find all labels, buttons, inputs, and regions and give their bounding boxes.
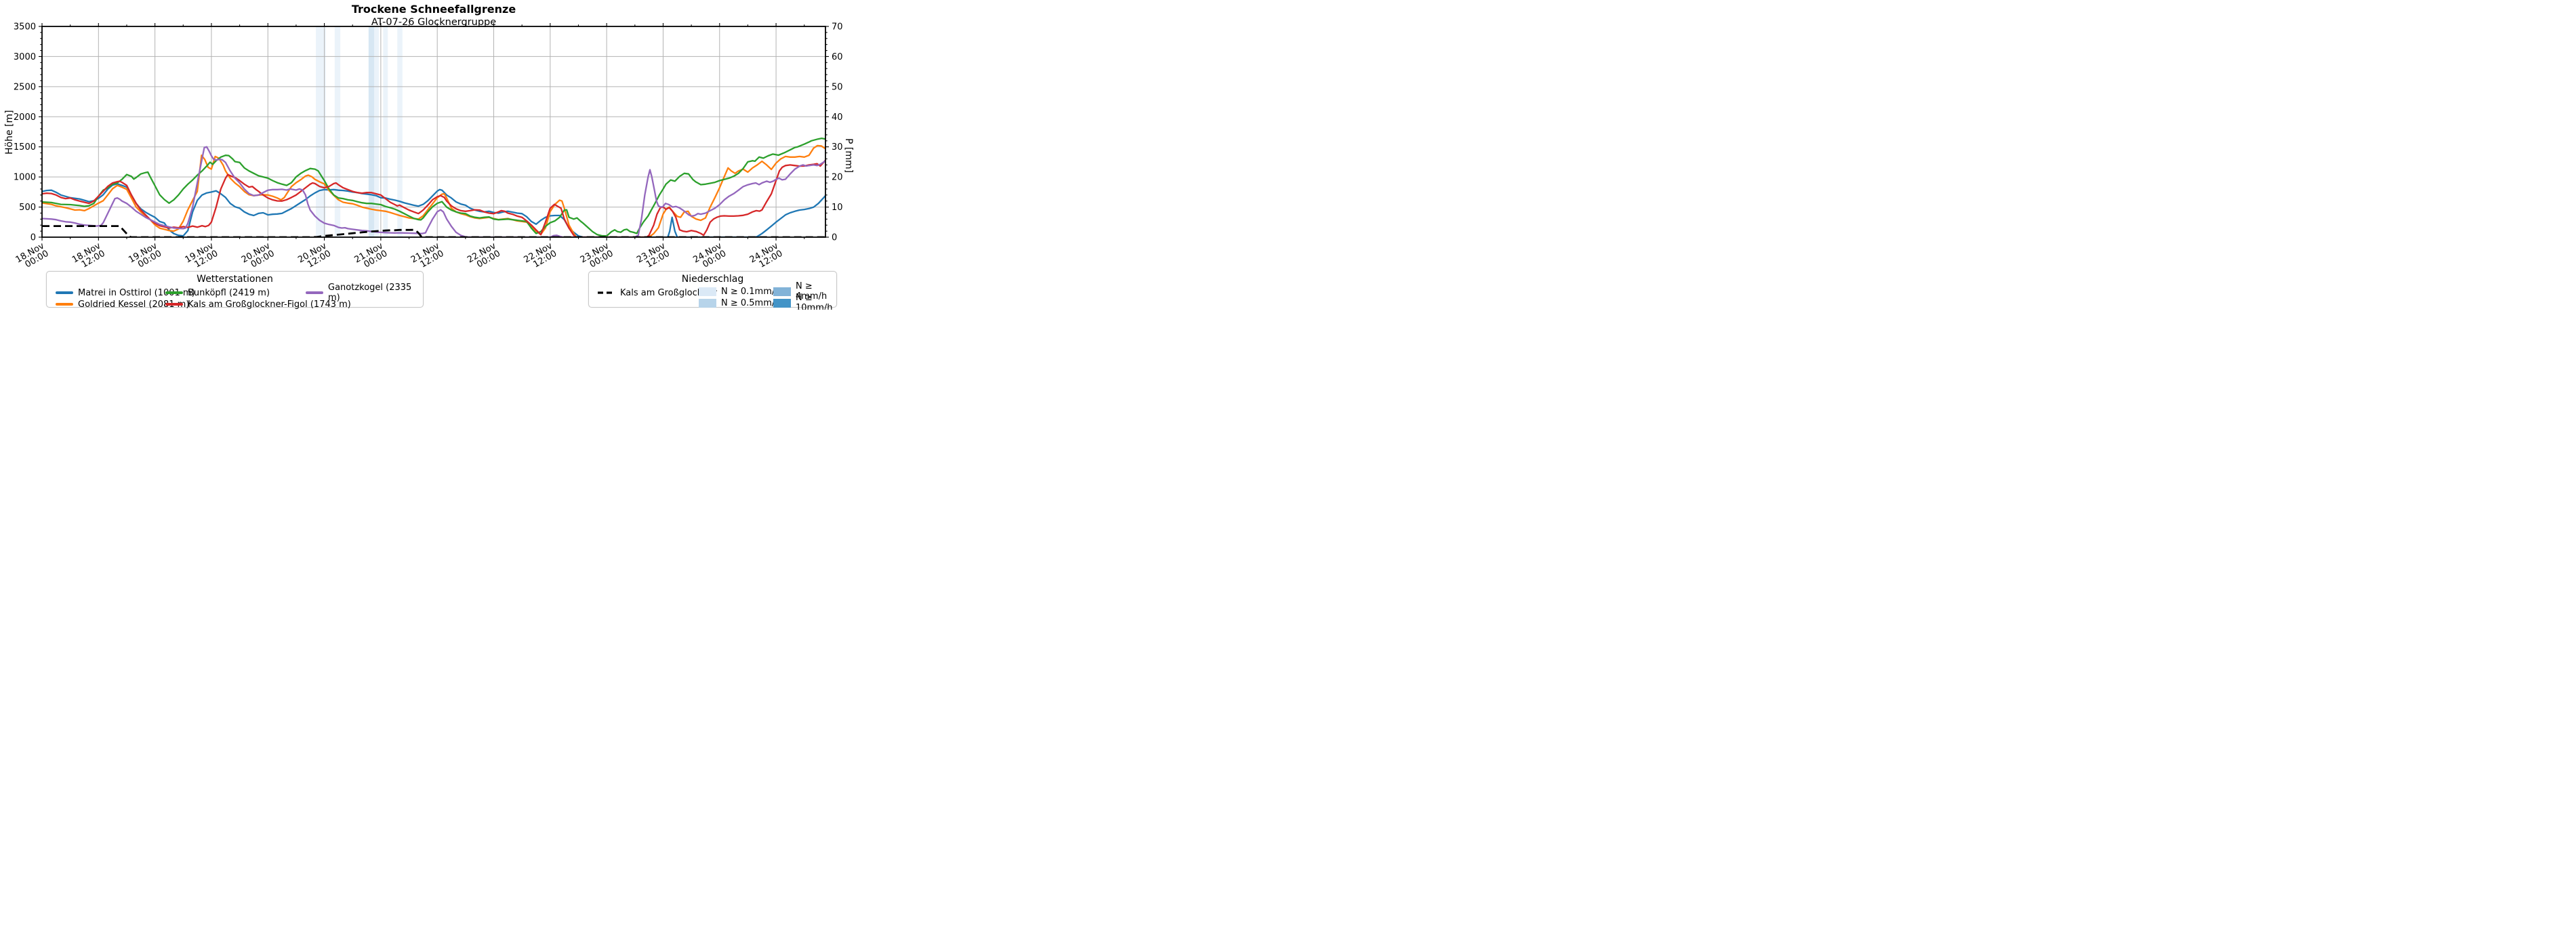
matrei-line-swatch — [56, 291, 73, 294]
svg-text:22.Nov00:00: 22.Nov00:00 — [466, 241, 502, 272]
y-left-tick-label: 0 — [30, 233, 36, 243]
n4-patch — [773, 287, 791, 296]
y-right-tick-label: 20 — [832, 173, 843, 183]
dashed-line-swatch — [598, 291, 615, 295]
svg-text:19.Nov12:00: 19.Nov12:00 — [184, 241, 220, 272]
x-tick-label: 20.Nov00:00 — [240, 241, 277, 272]
bunkoepfl-line-swatch — [165, 291, 183, 294]
legend-item-label: Goldried Kessel (2081 m) — [78, 299, 190, 310]
x-tick-label: 24.Nov12:00 — [748, 241, 785, 272]
title-block: Trockene Schneefallgrenze AT-07-26 Glock… — [42, 3, 825, 28]
svg-text:21.Nov12:00: 21.Nov12:00 — [409, 241, 446, 272]
legend-item-label: Matrei in Osttirol (1001 m) — [78, 287, 195, 298]
legend-item-label: N ≥ 10mm/h — [796, 293, 833, 310]
x-tick-label: 21.Nov00:00 — [353, 241, 390, 272]
y-left-tick-label: 2500 — [14, 82, 36, 92]
svg-text:19.Nov00:00: 19.Nov00:00 — [127, 241, 163, 272]
x-tick-label: 22.Nov00:00 — [466, 241, 502, 272]
legend-item-n01: N ≥ 0.1mm/h — [699, 286, 781, 297]
legend-precip-title: Niederschlag — [681, 274, 744, 285]
legend-weather-stations: Wetterstationen Matrei in Osttirol (1001… — [46, 271, 424, 310]
legend-item-label: N ≥ 4mm/h — [796, 281, 827, 302]
y-axis-label-right: P [mm] — [843, 138, 854, 173]
kals-figol-line-swatch — [165, 303, 183, 306]
y-right-tick-label: 40 — [832, 112, 843, 123]
x-tick-label: 19.Nov00:00 — [127, 241, 163, 272]
legend-item-label: N ≥ 0.1mm/h — [721, 286, 781, 297]
legend-item-n05: N ≥ 0.5mm/h — [699, 298, 781, 308]
x-tick-label: 18.Nov12:00 — [70, 241, 107, 272]
legend-item-n10: N ≥ 10mm/h — [773, 293, 836, 310]
y-left-tick-label: 500 — [19, 203, 36, 213]
y-left-tick-label: 1500 — [14, 142, 36, 152]
svg-text:18.Nov12:00: 18.Nov12:00 — [70, 241, 107, 272]
legend-item-n4: N ≥ 4mm/h — [773, 281, 836, 302]
n05-patch — [699, 298, 716, 308]
legend-stations-title: Wetterstationen — [197, 274, 273, 285]
svg-text:18.Nov00:00: 18.Nov00:00 — [14, 241, 51, 272]
legend-precipitation: Niederschlag Kals am Großglockner N ≥ 0.… — [588, 271, 837, 310]
x-tick-label: 19.Nov12:00 — [184, 241, 220, 272]
y-right-tick-label: 50 — [832, 82, 843, 92]
x-tick-label: 18.Nov00:00 — [14, 241, 51, 272]
x-tick-label: 21.Nov12:00 — [409, 241, 446, 272]
svg-text:21.Nov00:00: 21.Nov00:00 — [353, 241, 390, 272]
svg-text:24.Nov12:00: 24.Nov12:00 — [748, 241, 785, 272]
y-left-tick-label: 3500 — [14, 22, 36, 33]
legend-item-goldried: Goldried Kessel (2081 m) — [56, 299, 190, 310]
chart-subtitle: AT-07-26 Glocknergruppe — [371, 17, 497, 28]
legend-item-kals-figol: Kals am Großglockner-Figol (1743 m) — [165, 299, 351, 310]
svg-text:23.Nov00:00: 23.Nov00:00 — [579, 241, 615, 272]
y-right-tick-label: 60 — [832, 52, 843, 62]
x-tick-label: 23.Nov00:00 — [579, 241, 615, 272]
figure-trockene-schneefallgrenze: Trockene Schneefallgrenze AT-07-26 Glock… — [0, 0, 859, 310]
y-left-tick-label: 1000 — [14, 173, 36, 183]
y-right-tick-label: 30 — [832, 142, 843, 152]
svg-text:22.Nov12:00: 22.Nov12:00 — [522, 241, 558, 272]
legend-item-ganotzkogel: Ganotzkogel (2335 m) — [306, 283, 423, 303]
svg-text:23.Nov12:00: 23.Nov12:00 — [635, 241, 672, 272]
svg-text:20.Nov00:00: 20.Nov00:00 — [240, 241, 277, 272]
x-tick-label: 22.Nov12:00 — [522, 241, 558, 272]
legend-item-kals-dashed: Kals am Großglockner — [598, 287, 717, 298]
legend-item-bunkoepfl: Bunköpfl (2419 m) — [165, 287, 270, 298]
legend-item-label: N ≥ 0.5mm/h — [721, 297, 781, 308]
y-right-tick-label: 70 — [832, 22, 843, 33]
n10-patch — [773, 298, 791, 308]
svg-text:20.Nov12:00: 20.Nov12:00 — [296, 241, 333, 272]
svg-text:24.Nov00:00: 24.Nov00:00 — [691, 241, 728, 272]
y-right-tick-label: 0 — [832, 233, 837, 243]
y-right-tick-label: 10 — [832, 203, 843, 213]
legend-item-label: Bunköpfl (2419 m) — [188, 287, 270, 298]
legend-item-label: Kals am Großglockner — [620, 287, 717, 298]
legend-item-label: Ganotzkogel (2335 m) — [328, 283, 412, 303]
x-tick-label: 24.Nov00:00 — [691, 241, 728, 272]
y-left-tick-label: 3000 — [14, 52, 36, 62]
x-tick-label: 23.Nov12:00 — [635, 241, 672, 272]
y-left-tick-label: 2000 — [14, 112, 36, 123]
n01-patch — [699, 287, 716, 296]
ganotzkogel-line-swatch — [306, 291, 323, 294]
plot-area: 18.Nov00:00 18.Nov12:00 19.Nov00:00 19.Nov1… — [14, 22, 843, 272]
x-tick-label: 20.Nov12:00 — [296, 241, 333, 272]
legend-item-matrei: Matrei in Osttirol (1001 m) — [56, 287, 195, 298]
legend-item-label: Kals am Großglockner-Figol (1743 m) — [188, 299, 351, 310]
goldried-line-swatch — [56, 303, 73, 306]
chart-title: Trockene Schneefallgrenze — [351, 3, 516, 16]
